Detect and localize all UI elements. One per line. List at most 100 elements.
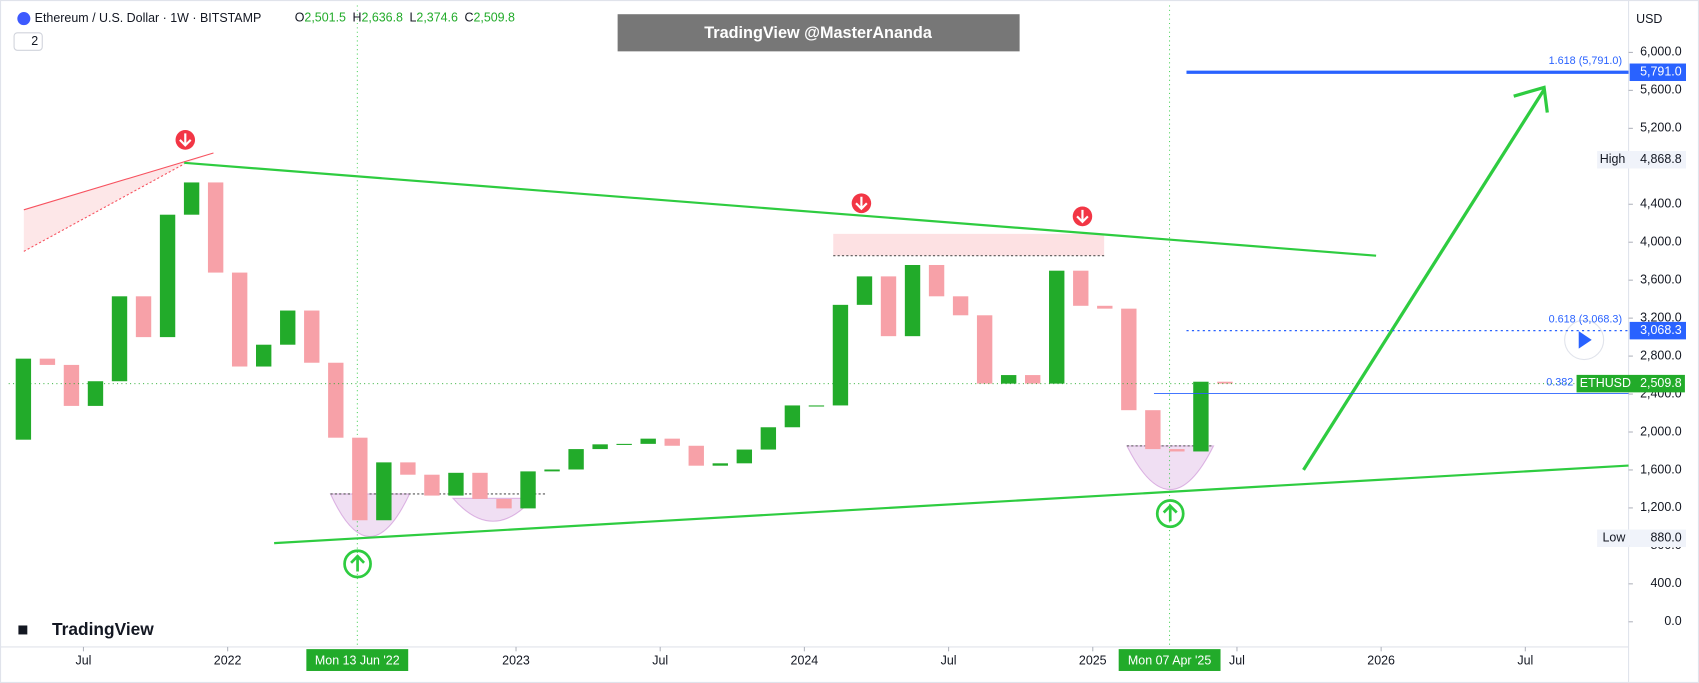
x-tick-label: Jul — [76, 653, 92, 667]
trendline — [23, 152, 214, 211]
fib-label: 0.618 (3,068.3) — [1549, 314, 1622, 326]
candle-body — [1169, 449, 1185, 452]
logo-text: TradingView — [52, 619, 154, 639]
candle-body — [712, 463, 728, 466]
candle-body — [424, 474, 440, 496]
high-name: High — [1600, 152, 1626, 166]
candle-body — [135, 296, 152, 338]
candle-body — [832, 304, 849, 406]
trendline — [23, 163, 185, 252]
badge — [13, 32, 43, 51]
candle-body — [472, 472, 488, 499]
x-tick-label: Jul — [652, 653, 668, 667]
ohlc-key: L — [409, 11, 416, 25]
candle-body — [39, 358, 56, 365]
arrow-head — [1513, 85, 1549, 113]
y-tick-label: 5,200.0 — [1640, 121, 1682, 135]
high-label: 4,868.8 — [1640, 152, 1682, 166]
high-name-box — [1597, 151, 1630, 169]
last-price-label: 2,509.8 — [1640, 376, 1682, 390]
y-tick-label: 4,000.0 — [1640, 234, 1682, 248]
candle-body — [1097, 305, 1113, 309]
watermark: TradingView @MasterAnanda — [617, 14, 1020, 52]
candle-body — [1049, 270, 1065, 384]
y-tick-label: 0.0 — [1664, 614, 1681, 628]
interval-badge: 2 — [31, 34, 38, 48]
candle-body — [207, 182, 224, 273]
candle-body — [856, 276, 873, 305]
low-label: 880.0 — [1651, 531, 1682, 545]
candle-body — [376, 462, 392, 521]
low-name: Low — [1602, 531, 1626, 545]
price-label-box — [1629, 321, 1686, 340]
trendline — [184, 161, 1377, 257]
candle-body — [640, 438, 656, 444]
last-price-name: ETHUSD — [1580, 376, 1631, 390]
y-tick-label: 2,800.0 — [1640, 348, 1682, 362]
x-tick-label: 2025 — [1079, 653, 1107, 667]
price-label-box — [1629, 63, 1686, 82]
date-marker-label: Mon 13 Jun '22 — [315, 653, 400, 667]
candle-body — [784, 405, 801, 428]
date-marker-label: Mon 07 Apr '25 — [1128, 653, 1211, 667]
logo: ■ TradingView — [17, 618, 154, 639]
projection-arrow — [1302, 88, 1546, 471]
date-marker-box — [1118, 649, 1221, 671]
watermark-text: TradingView @MasterAnanda — [704, 24, 933, 42]
x-tick-label: 2024 — [791, 653, 819, 667]
y-tick-label: 2,000.0 — [1640, 424, 1682, 438]
candle-body — [159, 214, 176, 338]
x-tick-label: Jul — [941, 653, 957, 667]
candle-body — [808, 405, 825, 407]
x-tick-label: 2023 — [502, 653, 530, 667]
candle-body — [544, 469, 560, 472]
candle-body — [760, 427, 777, 450]
symbol-title: Ethereum / U.S. Dollar · 1W · BITSTAMP — [35, 11, 262, 25]
high-label-box — [1629, 151, 1686, 169]
candle-body — [568, 449, 584, 470]
up-marker — [343, 549, 372, 579]
candle-body — [1121, 308, 1137, 411]
candle-body — [15, 358, 32, 440]
candle-body — [183, 182, 200, 215]
ohlc-value: 2,509.8 — [473, 11, 515, 25]
candle-body — [592, 444, 608, 450]
resistance-zone — [833, 233, 1105, 256]
candle-body — [1145, 410, 1161, 450]
x-tick-label: Jul — [1229, 653, 1245, 667]
price-label: 5,791.0 — [1640, 65, 1682, 79]
ohlc-legend: O2,501.5 H2,636.8 L2,374.6 C2,509.8 — [295, 11, 515, 25]
low-name-box — [1597, 529, 1630, 548]
last-price-box — [1576, 374, 1685, 393]
ohlc-value: 2,501.5 — [304, 11, 346, 25]
candle-body — [616, 443, 632, 445]
y-tick-label: 1,200.0 — [1640, 500, 1682, 514]
candle-body — [736, 449, 753, 464]
bowl — [1126, 445, 1215, 490]
candle-body — [976, 315, 993, 384]
candle-body — [688, 445, 704, 466]
candle-body — [928, 264, 945, 297]
candle-body — [880, 276, 897, 337]
candle-body — [280, 310, 296, 345]
play-button[interactable] — [1564, 319, 1605, 361]
y-tick-label: 6,000.0 — [1640, 45, 1682, 59]
fib-label: 1.618 (5,791.0) — [1549, 55, 1622, 67]
low-label-box — [1629, 529, 1686, 548]
logo-mark: ■ — [17, 618, 28, 639]
ohlc-key: O — [295, 11, 305, 25]
candle-body — [63, 364, 80, 406]
trendline — [274, 464, 1629, 545]
down-marker — [851, 193, 872, 214]
currency: USD — [1636, 12, 1662, 26]
down-marker — [1072, 206, 1093, 227]
y-tick-label: 5,600.0 — [1640, 83, 1682, 97]
price-label: 3,068.3 — [1640, 323, 1682, 337]
fib-label: 0.382 — [1546, 376, 1573, 388]
candle-body — [87, 381, 104, 406]
legend: Ethereum / U.S. Dollar · 1W · BITSTAMP 2 — [13, 11, 262, 51]
y-tick-label: 4,400.0 — [1640, 197, 1682, 211]
x-tick-label: Jul — [1517, 653, 1533, 667]
